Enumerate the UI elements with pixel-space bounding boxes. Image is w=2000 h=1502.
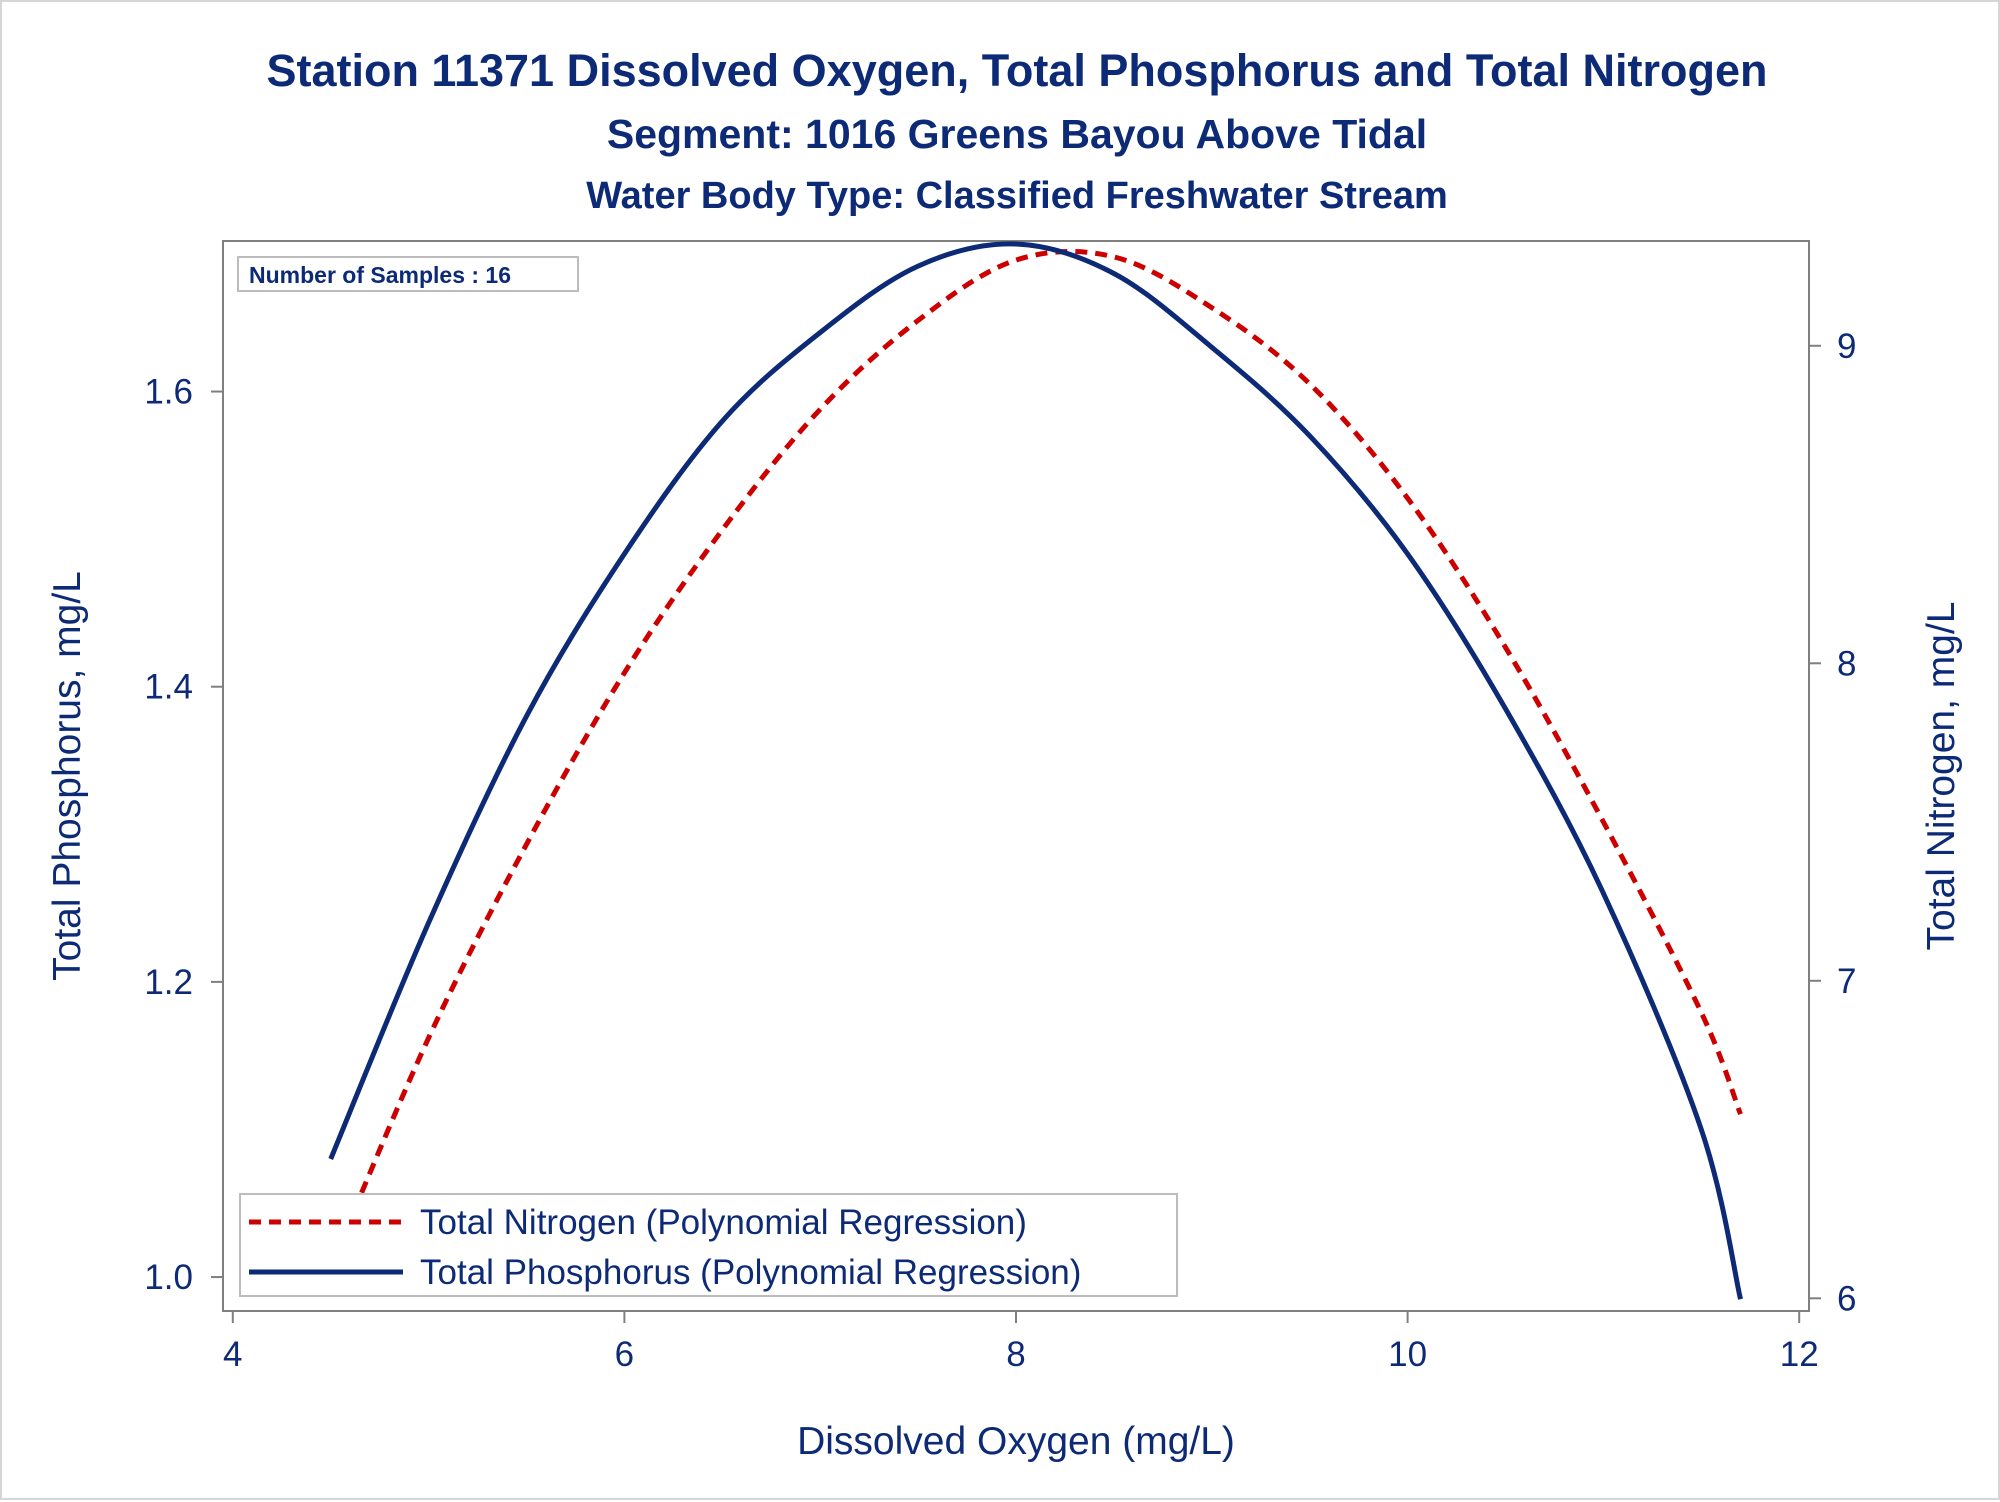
x-tick-label: 8 [1006,1335,1025,1374]
chart-subtitle: Segment: 1016 Greens Bayou Above Tidal [607,111,1427,157]
x-tick-label: 12 [1780,1335,1819,1374]
series-layer [328,241,1743,1300]
legend-label-nitrogen: Total Nitrogen (Polynomial Regression) [420,1203,1027,1242]
chart-title: Station 11371 Dissolved Oxygen, Total Ph… [266,45,1767,96]
y2-tick-label: 7 [1837,962,1856,1001]
legend-box [239,1193,1178,1297]
y2-tick-label: 8 [1837,644,1856,683]
y-axis-label: Total Phosphorus, mg/L [46,571,89,981]
x-axis: 4 6 8 10 12 [223,1311,1819,1374]
x-tick-label: 6 [615,1335,634,1374]
y2-axis-label: Total Nitrogen, mg/L [1920,601,1963,950]
plot-area [222,240,1810,1312]
y-tick-label: 1.4 [144,668,193,707]
y2-tick-label: 9 [1837,327,1856,366]
y-axis-right: 6 7 8 9 [1809,327,1856,1318]
series-line-phosphorus [328,241,1743,1300]
x-axis-label: Dissolved Oxygen (mg/L) [797,1420,1235,1463]
sample-count-text: Number of Samples : 16 [249,262,511,288]
y2-tick-label: 6 [1837,1279,1856,1318]
chart-subtitle-2: Water Body Type: Classified Freshwater S… [586,175,1448,217]
x-tick-label: 10 [1388,1335,1427,1374]
legend: Total Nitrogen (Polynomial Regression) T… [239,1193,1178,1297]
y-tick-label: 1.2 [144,963,193,1002]
sample-count-box: Number of Samples : 16 [237,256,579,292]
y-axis-left: 1.0 1.2 1.4 1.6 [144,373,223,1297]
series-line-nitrogen [328,248,1743,1268]
y-tick-label: 1.6 [144,373,193,412]
x-tick-label: 4 [223,1335,242,1374]
y-tick-label: 1.0 [144,1258,193,1297]
legend-label-phosphorus: Total Phosphorus (Polynomial Regression) [420,1253,1081,1292]
